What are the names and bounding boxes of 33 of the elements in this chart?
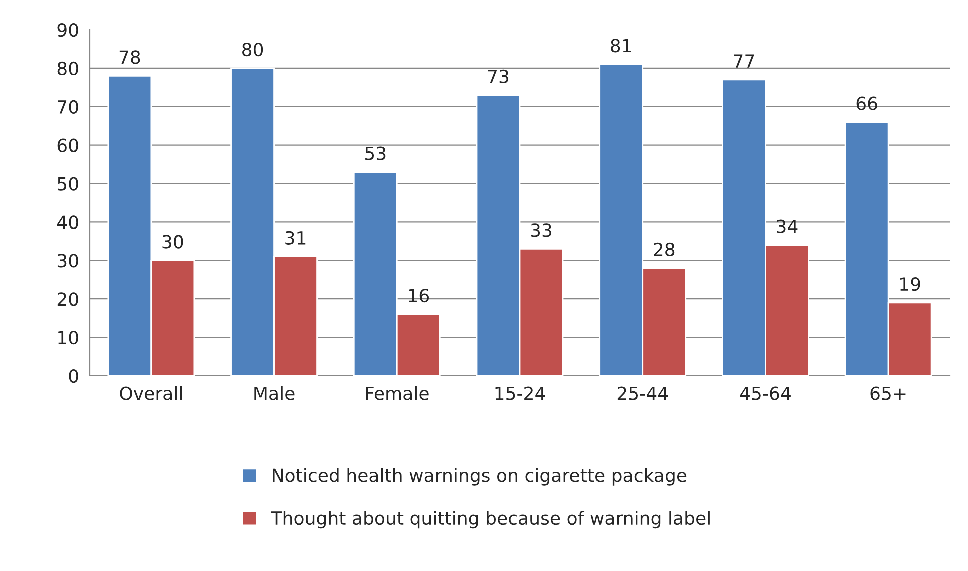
data-label: 81 (611, 39, 632, 53)
x-tick-label: Male (254, 386, 295, 400)
legend-label: Noticed health warnings on cigarette package (273, 468, 687, 486)
y-tick-label: 50 (58, 177, 78, 191)
data-label: 30 (162, 235, 184, 249)
data-label: 80 (242, 42, 264, 57)
data-label: 31 (286, 231, 306, 245)
y-tick-label: 90 (58, 23, 78, 38)
y-tick-label: 20 (58, 292, 78, 306)
legend-label: Thought about quitting because of warning label (271, 511, 710, 529)
data-label: 33 (531, 224, 552, 238)
y-tick-label: 0 (69, 369, 78, 384)
y-tick-label: 70 (58, 100, 78, 114)
y-tick-label: 30 (58, 254, 78, 268)
data-label: 66 (856, 96, 878, 110)
data-label: 77 (734, 54, 754, 68)
y-tick-label: 80 (58, 62, 78, 76)
x-tick-label: Female (366, 386, 429, 400)
y-tick-label: 10 (58, 331, 78, 345)
y-tick-label: 40 (57, 216, 78, 230)
y-tick-label: 60 (58, 138, 78, 152)
x-tick-label: 25-44 (618, 386, 668, 400)
x-tick-label: 15-24 (496, 386, 546, 400)
x-tick-label: 45-64 (740, 386, 791, 400)
data-label: 19 (900, 277, 920, 292)
x-tick-label: 65+ (870, 386, 906, 400)
data-label: 34 (777, 220, 798, 234)
data-label: 73 (488, 70, 509, 84)
data-label: 28 (654, 242, 675, 257)
data-label: 16 (409, 289, 429, 303)
data-label: 53 (366, 146, 386, 160)
x-tick-label: Overall (120, 386, 182, 400)
data-label: 78 (120, 50, 140, 64)
